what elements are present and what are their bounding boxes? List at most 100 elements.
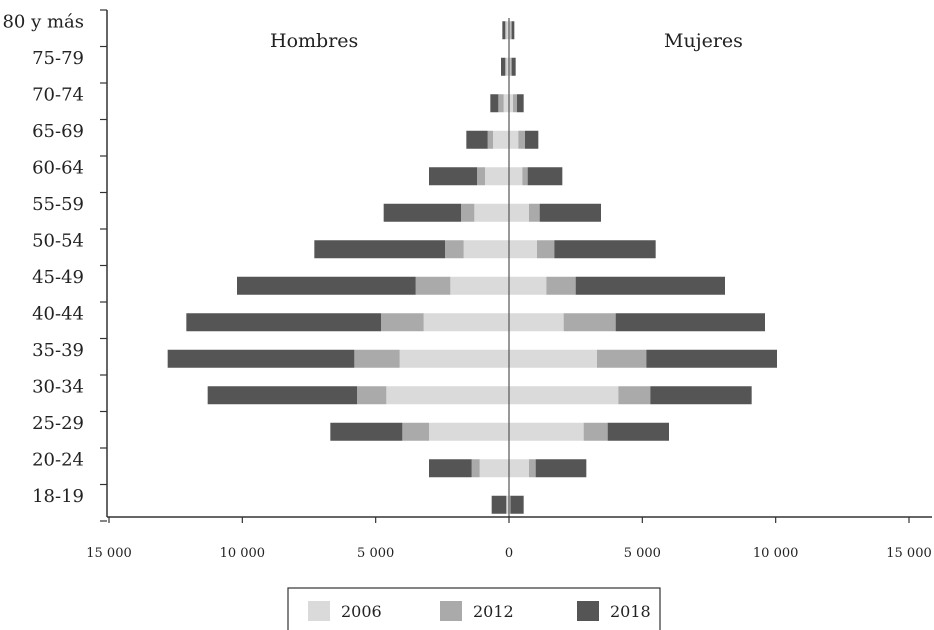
bar-mujeres-2012-2 <box>513 94 517 113</box>
y-tick-label: 45-49 <box>32 267 84 288</box>
bar-hombres-2018-4 <box>429 167 477 186</box>
bar-mujeres-2012-7 <box>546 276 576 295</box>
bar-hombres-2018-6 <box>314 240 445 259</box>
bar-hombres-2006-4 <box>485 167 509 186</box>
bar-mujeres-2018-4 <box>527 167 563 186</box>
legend-label-2006: 2006 <box>341 602 382 621</box>
bar-mujeres-2018-6 <box>554 240 656 259</box>
bar-hombres-2018-0 <box>502 21 505 40</box>
bar-mujeres-2018-10 <box>650 386 752 405</box>
bar-mujeres-2012-6 <box>537 240 555 259</box>
bar-mujeres-2006-7 <box>509 276 547 295</box>
bar-hombres-2012-11 <box>402 422 429 441</box>
y-tick-label: 20-24 <box>32 449 84 470</box>
bar-hombres-2018-2 <box>490 94 499 113</box>
bar-mujeres-2018-5 <box>539 203 601 222</box>
bar-hombres-2006-13 <box>506 495 509 514</box>
y-tick-label: 40-44 <box>32 303 84 324</box>
bar-hombres-2012-6 <box>445 240 464 259</box>
bar-hombres-2018-9 <box>167 349 355 368</box>
bar-hombres-2012-3 <box>487 130 493 149</box>
right-side-label: Mujeres <box>664 30 743 52</box>
bar-hombres-2018-12 <box>429 459 472 478</box>
bar-hombres-2018-10 <box>207 386 357 405</box>
bar-mujeres-2006-0 <box>509 21 511 40</box>
x-tick-label: 15 000 <box>886 546 932 561</box>
bar-hombres-2006-2 <box>503 94 509 113</box>
bar-mujeres-2006-3 <box>509 130 519 149</box>
y-tick-labels: 80 y más 75-79 70-74 65-69 60-64 55-59 50-54 45… <box>2 11 84 507</box>
bar-mujeres-2006-12 <box>509 459 529 478</box>
bar-hombres-2018-1 <box>501 57 505 76</box>
bar-mujeres-2018-7 <box>575 276 725 295</box>
y-tick-label: 50-54 <box>32 230 84 251</box>
bar-hombres-2018-3 <box>466 130 488 149</box>
bar-mujeres-2012-1 <box>510 57 512 76</box>
bar-hombres-2018-7 <box>237 276 416 295</box>
bar-mujeres-2012-11 <box>583 422 608 441</box>
bar-hombres-2018-11 <box>330 422 403 441</box>
x-tick-label: 5 000 <box>357 546 394 561</box>
bar-mujeres-2018-13 <box>510 495 524 514</box>
axes-group <box>100 9 932 523</box>
bar-hombres-2006-5 <box>474 203 509 222</box>
y-tick-label: 18-19 <box>32 486 84 507</box>
bar-mujeres-2018-1 <box>511 57 516 76</box>
bar-mujeres-2006-8 <box>509 313 564 332</box>
bar-hombres-2018-5 <box>383 203 461 222</box>
bar-hombres-2006-11 <box>429 422 509 441</box>
bar-hombres-2012-10 <box>357 386 387 405</box>
y-tick-label: 60-64 <box>32 157 84 178</box>
bar-hombres-2012-8 <box>381 313 424 332</box>
bar-hombres-2012-2 <box>498 94 504 113</box>
bar-mujeres-2018-11 <box>607 422 669 441</box>
legend-label-2018: 2018 <box>610 602 651 621</box>
bar-mujeres-2018-2 <box>517 94 524 113</box>
bar-hombres-2006-9 <box>399 349 509 368</box>
bar-mujeres-2006-2 <box>509 94 513 113</box>
x-tick-label: 0 <box>505 546 513 561</box>
bar-hombres-2012-1 <box>505 57 507 76</box>
bar-hombres-2006-7 <box>450 276 509 295</box>
legend-label-2012: 2012 <box>473 602 514 621</box>
bar-mujeres-2012-8 <box>563 313 616 332</box>
x-tick-labels: 15 000 10 000 5 000 0 5 000 10 000 15 000 <box>86 546 932 561</box>
x-tick-label: 15 000 <box>86 546 132 561</box>
left-side-label: Hombres <box>270 30 358 52</box>
bar-hombres-2018-13 <box>491 495 507 514</box>
bar-hombres-2012-7 <box>415 276 451 295</box>
bar-mujeres-2006-11 <box>509 422 584 441</box>
bar-mujeres-2012-3 <box>518 130 525 149</box>
bar-hombres-2006-6 <box>463 240 509 259</box>
bar-hombres-2012-9 <box>354 349 400 368</box>
x-tick-label: 5 000 <box>624 546 661 561</box>
y-tick-label: 35-39 <box>32 340 84 361</box>
bar-mujeres-2012-5 <box>529 203 540 222</box>
bar-hombres-2006-8 <box>423 313 509 332</box>
legend: 2006 2012 2018 <box>287 587 661 630</box>
y-tick-label: 70-74 <box>32 84 84 105</box>
legend-swatch-2006 <box>308 601 330 621</box>
y-tick-label: 65-69 <box>32 121 84 142</box>
bar-hombres-2012-4 <box>477 167 485 186</box>
bar-mujeres-2006-9 <box>509 349 597 368</box>
y-tick-label: 30-34 <box>32 376 84 397</box>
legend-box <box>287 587 661 630</box>
y-tick-label: 55-59 <box>32 194 84 215</box>
bar-mujeres-2018-0 <box>511 21 515 40</box>
x-tick-label: 10 000 <box>753 546 799 561</box>
bar-mujeres-2018-8 <box>615 313 765 332</box>
bars-group <box>167 21 777 514</box>
y-tick-label: 80 y más <box>2 11 84 32</box>
bar-mujeres-2012-9 <box>597 349 647 368</box>
legend-swatch-2018 <box>577 601 599 621</box>
bar-mujeres-2018-12 <box>535 459 587 478</box>
bar-hombres-2012-5 <box>461 203 475 222</box>
bar-hombres-2006-1 <box>506 57 509 76</box>
bar-mujeres-2012-10 <box>618 386 651 405</box>
bar-hombres-2018-8 <box>186 313 381 332</box>
x-tick-label: 10 000 <box>220 546 266 561</box>
bar-mujeres-2006-10 <box>509 386 619 405</box>
bar-hombres-2006-10 <box>386 386 509 405</box>
